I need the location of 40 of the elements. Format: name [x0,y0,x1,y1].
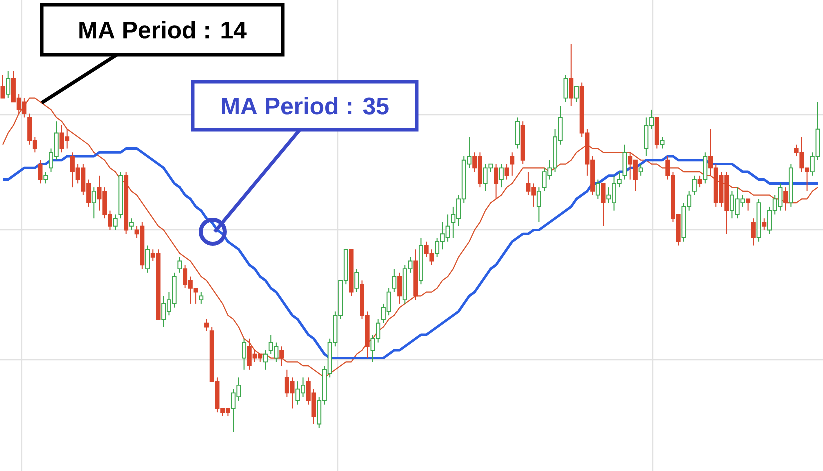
annotation: MA Period : 35 [222,97,389,115]
candlestick [784,187,788,212]
candlestick [38,160,43,184]
candlestick [398,272,402,304]
candlestick [638,164,644,176]
candlestick [510,152,515,176]
candlestick [354,268,360,293]
candlestick [516,117,520,150]
candlestick [199,292,204,304]
candlestick [92,187,96,220]
candlestick [622,144,628,180]
candlestick [499,164,504,188]
candlestick [698,175,702,188]
candlestick [762,218,767,231]
candlestick [44,172,48,184]
candlestick [504,164,510,180]
candlestick [242,338,247,370]
candlestick [692,175,697,196]
candlestick [392,268,397,293]
candlestick [746,198,751,212]
candlestick [6,70,11,99]
candlestick [703,152,708,184]
candlestick [129,218,134,231]
candlestick [178,256,182,274]
candlestick [574,86,579,103]
candlestick [569,44,574,107]
candlestick [146,245,150,274]
candlestick [601,183,606,227]
candlestick [494,164,499,200]
candlestick [280,346,284,367]
candlestick [113,214,118,231]
text: MA Period : 14 [80,21,247,39]
candlestick [660,136,665,150]
candlestick [264,350,268,370]
candlestick [564,74,568,103]
candlestick [0,74,6,99]
candlestick [536,187,542,223]
candlestick [204,318,209,332]
candlestick [596,179,600,200]
candlestick [751,218,756,246]
